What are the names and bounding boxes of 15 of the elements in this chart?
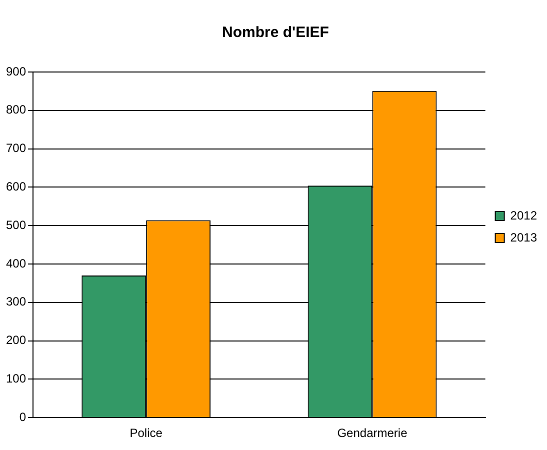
chart-title: Nombre d'EIEF	[222, 24, 329, 42]
legend-label: 2013	[510, 230, 538, 244]
y-tick-label: 300	[6, 294, 26, 309]
y-tick-label: 700	[6, 141, 26, 156]
x-tick-label: Gendarmerie	[337, 426, 408, 440]
y-tick-label: 600	[6, 180, 26, 194]
y-tick-label: 800	[6, 102, 26, 117]
y-tick-label: 900	[6, 64, 26, 78]
y-tick-label: 500	[6, 218, 26, 232]
y-tick-label: 100	[6, 372, 26, 386]
y-tick-label: 0	[19, 410, 26, 424]
x-tick-label: Police	[130, 426, 163, 440]
legend-label: 2012	[510, 208, 538, 222]
y-tick-label: 400	[6, 256, 26, 270]
y-tick-label: 200	[6, 333, 26, 348]
